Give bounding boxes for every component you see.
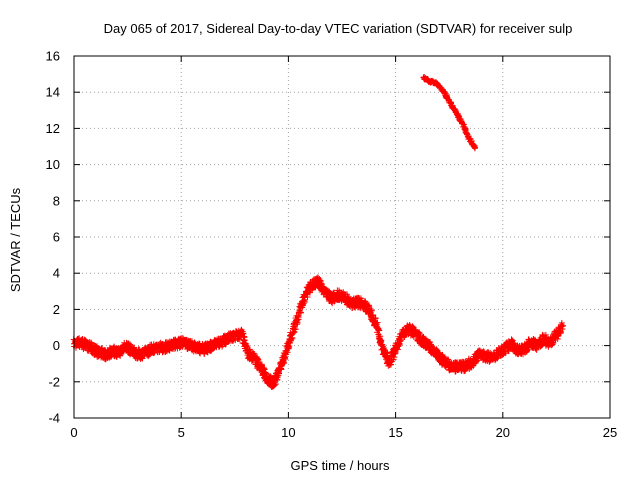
data-point bbox=[372, 315, 379, 322]
data-point bbox=[359, 297, 366, 304]
x-tick-label: 10 bbox=[281, 425, 295, 440]
data-point bbox=[374, 319, 381, 326]
data-point bbox=[119, 348, 126, 355]
data-point bbox=[117, 352, 124, 359]
grid bbox=[74, 56, 610, 418]
data-point bbox=[275, 369, 282, 376]
y-axis-label: SDTVAR / TECUs bbox=[8, 187, 23, 292]
data-point bbox=[344, 294, 351, 301]
y-tick-label: 8 bbox=[53, 193, 60, 208]
x-tick-label: 15 bbox=[388, 425, 402, 440]
data-point bbox=[275, 370, 282, 377]
y-tick-label: 16 bbox=[46, 49, 60, 64]
data-point bbox=[94, 353, 101, 360]
y-tick-label: -4 bbox=[48, 411, 60, 426]
data-point bbox=[285, 344, 292, 351]
y-tick-label: 2 bbox=[53, 302, 60, 317]
y-tick-label: 0 bbox=[53, 338, 60, 353]
data-point bbox=[253, 355, 260, 362]
data-point bbox=[248, 349, 255, 356]
x-tick-label: 20 bbox=[496, 425, 510, 440]
x-tick-label: 0 bbox=[70, 425, 77, 440]
data-point bbox=[240, 330, 247, 337]
y-tick-label: 10 bbox=[46, 157, 60, 172]
data-point bbox=[368, 307, 375, 314]
y-tick-label: 14 bbox=[46, 85, 60, 100]
y-tick-label: 6 bbox=[53, 230, 60, 245]
data-point bbox=[316, 276, 323, 283]
x-tick-label: 5 bbox=[178, 425, 185, 440]
y-tick-label: 4 bbox=[53, 266, 60, 281]
data-point bbox=[397, 338, 404, 345]
data-point bbox=[318, 281, 325, 288]
y-tick-label: -2 bbox=[48, 374, 60, 389]
x-axis-label: GPS time / hours bbox=[291, 458, 390, 473]
x-tick-label: 25 bbox=[603, 425, 617, 440]
data-point bbox=[365, 302, 372, 309]
data-points bbox=[70, 74, 566, 390]
chart-title: Day 065 of 2017, Sidereal Day-to-day VTE… bbox=[104, 21, 573, 36]
data-point bbox=[304, 294, 311, 301]
data-point bbox=[376, 327, 383, 334]
data-point bbox=[261, 366, 268, 373]
data-point bbox=[335, 290, 342, 297]
y-tick-label: 12 bbox=[46, 121, 60, 136]
